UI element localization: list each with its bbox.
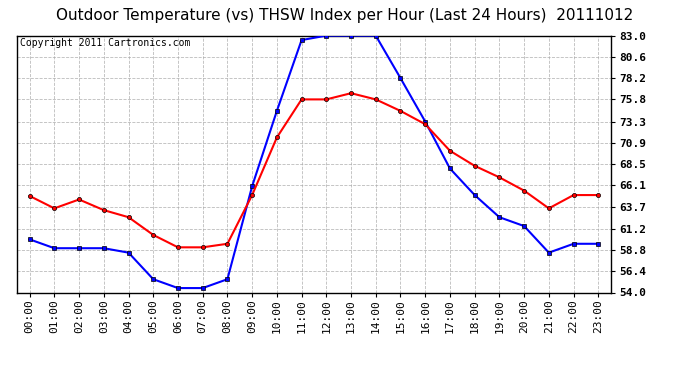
Text: Copyright 2011 Cartronics.com: Copyright 2011 Cartronics.com — [20, 38, 190, 48]
Text: Outdoor Temperature (vs) THSW Index per Hour (Last 24 Hours)  20111012: Outdoor Temperature (vs) THSW Index per … — [57, 9, 633, 23]
